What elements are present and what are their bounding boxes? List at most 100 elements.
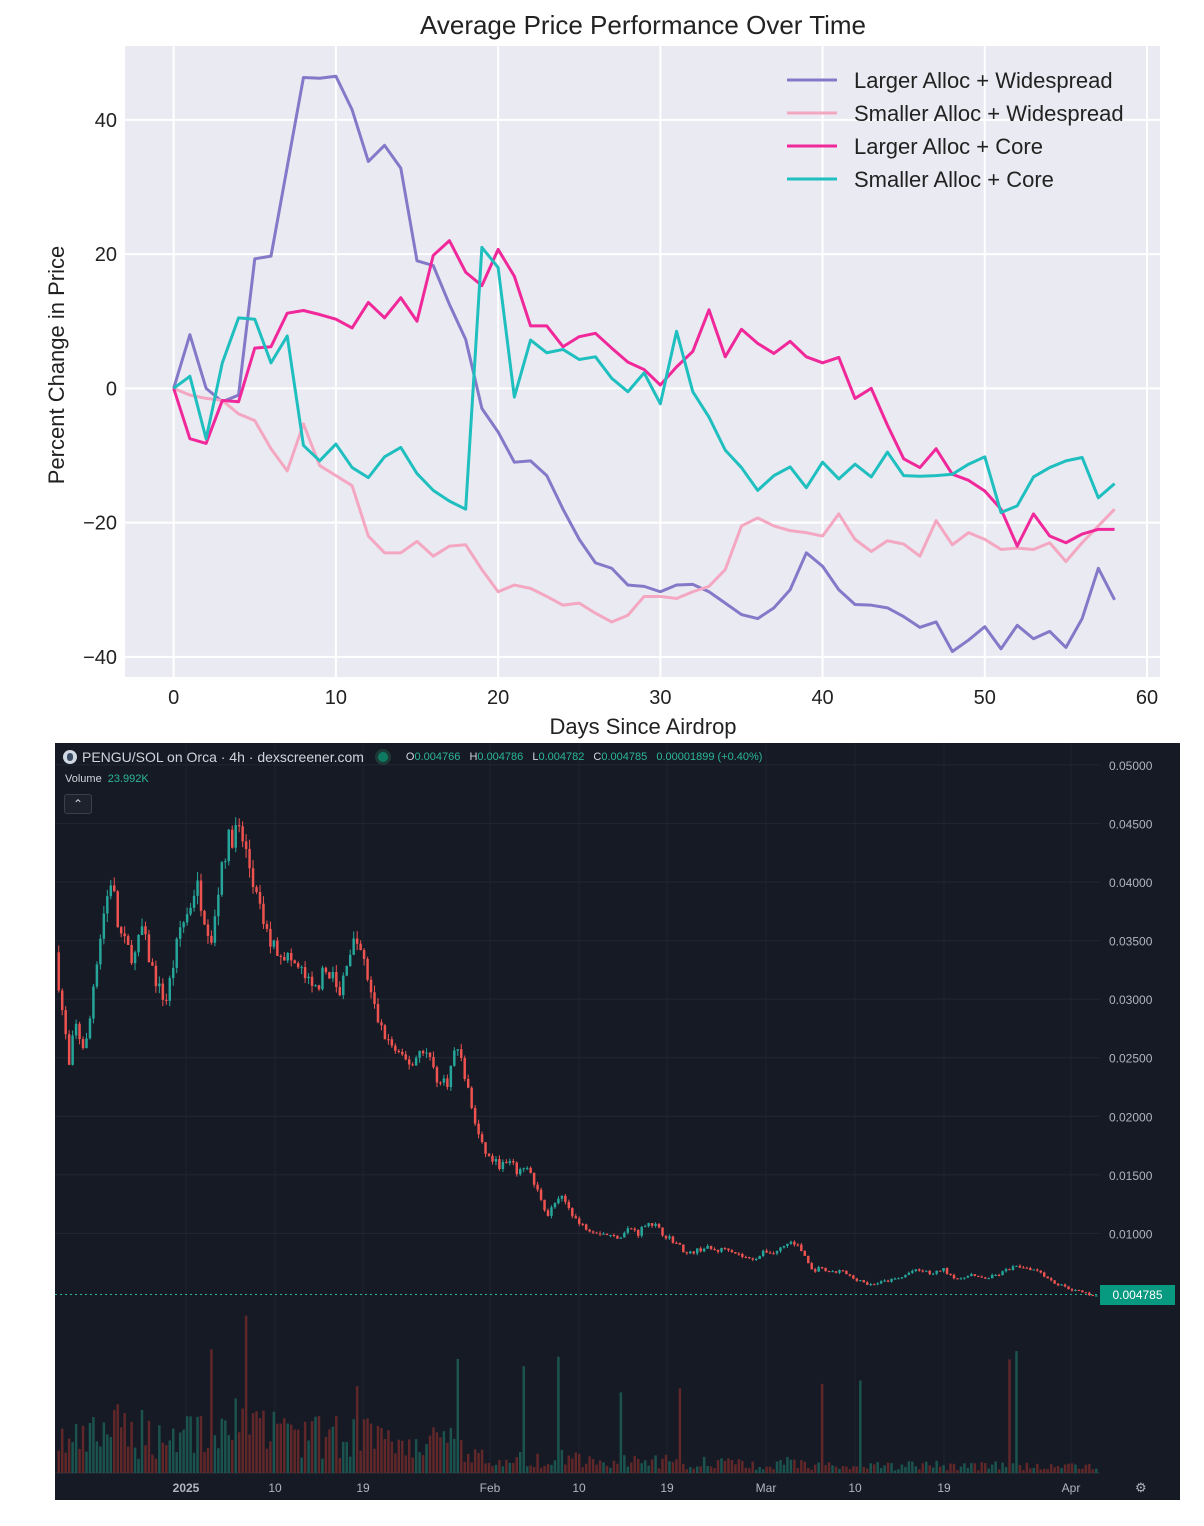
candle-body bbox=[258, 891, 262, 904]
candle-body bbox=[74, 1023, 78, 1036]
volume-bar bbox=[508, 1462, 512, 1473]
candle-body bbox=[952, 1275, 956, 1279]
line-chart-panel: Average Price Performance Over Time 0 10 2… bbox=[44, 10, 1160, 739]
candle-body bbox=[525, 1167, 529, 1169]
candle-body bbox=[418, 1050, 421, 1058]
candlestick-chart-panel: 0.05000 0.04500 0.04000 0.03500 0.03000 0.025… bbox=[55, 743, 1180, 1500]
volume-bar bbox=[144, 1445, 147, 1473]
candle-body bbox=[470, 1087, 473, 1108]
candle-body bbox=[786, 1243, 789, 1246]
time-tick-label: 10 bbox=[268, 1481, 282, 1495]
volume-bar bbox=[574, 1452, 577, 1473]
candle-body bbox=[1081, 1290, 1084, 1293]
collapse-button[interactable]: ⌃ bbox=[64, 794, 92, 814]
candlestick-canvas[interactable]: 0.05000 0.04500 0.04000 0.03500 0.03000 0.025… bbox=[55, 743, 1180, 1500]
volume-bar bbox=[397, 1439, 401, 1473]
candle-body bbox=[564, 1195, 567, 1202]
candle-body bbox=[536, 1184, 539, 1190]
volume-bar bbox=[664, 1454, 668, 1473]
time-tick-label: Apr bbox=[1062, 1481, 1081, 1495]
volume-bar bbox=[137, 1458, 140, 1473]
candle-body bbox=[67, 1034, 71, 1065]
candle-body bbox=[175, 938, 178, 968]
candle-body bbox=[158, 983, 161, 987]
candle-body bbox=[508, 1161, 512, 1164]
candle-body bbox=[283, 956, 286, 961]
candle-body bbox=[803, 1251, 807, 1256]
volume-bar bbox=[803, 1461, 807, 1473]
candle-body bbox=[380, 1022, 383, 1026]
volume-bar bbox=[366, 1418, 369, 1473]
candle-body bbox=[838, 1270, 841, 1273]
volume-bar bbox=[751, 1461, 754, 1473]
series-lines bbox=[172, 74, 1116, 653]
candle-body bbox=[397, 1050, 401, 1052]
y-tick-label: −40 bbox=[83, 647, 117, 669]
volume-bar bbox=[706, 1465, 709, 1473]
candle-body bbox=[296, 963, 300, 968]
candle-body bbox=[234, 825, 237, 848]
candle-body bbox=[942, 1268, 945, 1272]
volume-bar bbox=[886, 1462, 890, 1473]
y-tick-label: 40 bbox=[95, 110, 117, 132]
time-axis[interactable]: 2025 10 19 Feb 10 19 Mar 10 19 Apr bbox=[173, 1481, 1081, 1495]
candle-body bbox=[578, 1218, 581, 1224]
volume-bar bbox=[567, 1455, 571, 1473]
volume-bar bbox=[897, 1469, 900, 1473]
candle-body bbox=[71, 1035, 74, 1065]
candle-body bbox=[102, 913, 106, 939]
volume-bar bbox=[786, 1456, 789, 1473]
candle-body bbox=[959, 1278, 963, 1280]
candle-body bbox=[970, 1274, 973, 1277]
candle-body bbox=[1001, 1271, 1004, 1275]
volume-bar bbox=[296, 1429, 300, 1473]
candle-body bbox=[616, 1235, 619, 1239]
candle-body bbox=[473, 1107, 477, 1124]
volume-bar bbox=[859, 1380, 862, 1473]
candle-body bbox=[716, 1249, 720, 1252]
x-tick-label: 0 bbox=[168, 687, 179, 709]
volume-bar bbox=[262, 1410, 265, 1473]
candle-body bbox=[1067, 1286, 1070, 1290]
candle-body bbox=[324, 967, 328, 973]
chevron-up-icon: ⌃ bbox=[72, 797, 84, 811]
candle-body bbox=[619, 1237, 623, 1239]
candle-body bbox=[113, 885, 116, 892]
candle-body bbox=[897, 1278, 900, 1280]
candle-body bbox=[626, 1228, 630, 1233]
candle-body bbox=[890, 1278, 893, 1282]
volume-bar bbox=[494, 1464, 498, 1473]
price-axis[interactable]: 0.05000 0.04500 0.04000 0.03500 0.03000 0.025… bbox=[1109, 759, 1153, 1242]
volume-bar bbox=[966, 1467, 970, 1473]
candle-body bbox=[820, 1267, 824, 1269]
pair-title[interactable]: PENGU/SOL on Orca · 4h · dexscreener.com bbox=[82, 749, 364, 765]
candle-body bbox=[307, 976, 310, 979]
candle-body bbox=[210, 935, 213, 943]
volume-bar bbox=[963, 1463, 966, 1473]
volume-bar bbox=[977, 1470, 980, 1473]
candle-body bbox=[165, 999, 168, 1001]
volume-bar bbox=[772, 1469, 775, 1473]
dex-grid-lines bbox=[55, 743, 1100, 1474]
volume-bar bbox=[401, 1440, 404, 1473]
volume-bar bbox=[342, 1441, 345, 1473]
volume-bar bbox=[581, 1467, 584, 1473]
volume-bar bbox=[126, 1446, 130, 1473]
candle-body bbox=[758, 1255, 761, 1260]
price-tick-label: 0.03000 bbox=[1109, 993, 1153, 1007]
candle-body bbox=[727, 1248, 730, 1251]
volume-bar bbox=[657, 1468, 661, 1473]
volume-bar bbox=[893, 1470, 897, 1473]
volume-bar bbox=[428, 1435, 432, 1473]
candle-body bbox=[664, 1235, 668, 1239]
volume-bar bbox=[394, 1453, 397, 1473]
volume-bar bbox=[348, 1456, 352, 1473]
candle-body bbox=[231, 829, 234, 848]
axis-ticks: 0 10 20 30 40 50 60 −40 −20 0 20 40 bbox=[83, 110, 1158, 709]
candle-body bbox=[689, 1251, 692, 1254]
volume-bar bbox=[1053, 1467, 1056, 1473]
candle-body bbox=[387, 1039, 390, 1041]
volume-bar bbox=[536, 1453, 539, 1473]
gear-icon[interactable]: ⚙ bbox=[1135, 1480, 1147, 1495]
volume-bar bbox=[64, 1452, 67, 1473]
